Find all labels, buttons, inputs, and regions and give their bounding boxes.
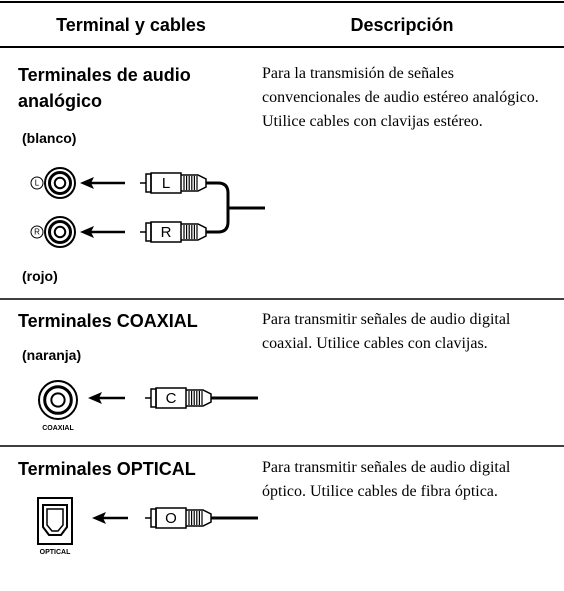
- jack: [53, 176, 67, 190]
- plug-body: [150, 172, 182, 194]
- color-label: (rojo): [22, 268, 58, 284]
- plug-label: C: [166, 390, 177, 407]
- plug-body: [155, 507, 187, 529]
- cable: [206, 181, 230, 234]
- row-title: Terminales de audio analógico: [18, 65, 191, 111]
- arrow-head: [80, 177, 94, 189]
- jack: [44, 216, 76, 248]
- plug-grip: [186, 509, 212, 527]
- jack-icon: [30, 225, 44, 239]
- jack: [48, 220, 72, 244]
- plug-body: [155, 387, 187, 409]
- optical-jack: [42, 504, 68, 536]
- header-cell: Terminal y cables: [56, 15, 206, 35]
- jack-caption: OPTICAL: [40, 549, 71, 556]
- description: Para la transmisión de señales convencio…: [262, 65, 539, 130]
- optical-jack: [46, 508, 64, 532]
- jack: [43, 385, 73, 415]
- jack-icon-label: L: [35, 179, 40, 188]
- plug-grip: [186, 389, 212, 407]
- jack: [48, 171, 72, 195]
- jack: [50, 392, 66, 408]
- arrow-head: [88, 392, 102, 404]
- plug-label: L: [162, 175, 170, 192]
- plug-body: [150, 221, 182, 243]
- plug-label: R: [161, 224, 172, 241]
- description: Para transmitir señales de audio digital…: [262, 311, 511, 352]
- jack-caption: COAXIAL: [42, 425, 74, 432]
- jack: [38, 380, 78, 420]
- arrow-head: [92, 512, 106, 524]
- optical-jack: [37, 497, 73, 545]
- jack-icon: [30, 176, 44, 190]
- color-label: (naranja): [22, 347, 82, 363]
- row-title: Terminales COAXIAL: [18, 311, 198, 331]
- color-label: (blanco): [22, 130, 77, 146]
- plug-label: O: [165, 510, 177, 527]
- description: Para transmitir señales de audio digital…: [262, 459, 511, 500]
- plug-grip: [181, 174, 207, 192]
- row-title: Terminales OPTICAL: [18, 459, 196, 479]
- jack: [44, 167, 76, 199]
- jack-icon-label: R: [34, 228, 40, 237]
- jack: [53, 225, 67, 239]
- arrow-head: [80, 226, 94, 238]
- header-cell: Descripción: [350, 15, 454, 35]
- plug-grip: [181, 223, 207, 241]
